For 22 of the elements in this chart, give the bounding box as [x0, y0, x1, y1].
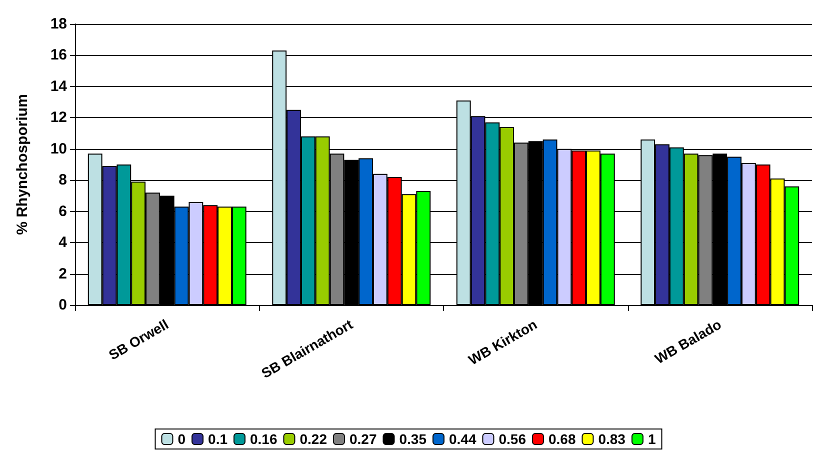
legend-label: 0.35	[399, 431, 427, 447]
y-tick-label: 14	[50, 78, 68, 95]
legend-label: 0.83	[598, 431, 626, 447]
legend-label: 0.27	[349, 431, 377, 447]
legend-label: 0.1	[208, 431, 228, 447]
y-tick-label: 4	[58, 234, 68, 252]
y-tick-label: 0	[58, 296, 67, 314]
y-tick-label: 8	[58, 172, 67, 189]
y-tick-label: 6	[58, 202, 67, 220]
y-tick-label: 10	[50, 140, 67, 158]
legend-label: 0.68	[548, 431, 576, 447]
legend-label: 0	[178, 431, 186, 447]
y-axis-title: % Rhynchosporium	[14, 94, 31, 235]
legend-label: 0.44	[448, 431, 476, 447]
y-tick-label: 16	[50, 46, 67, 64]
y-tick-label: 2	[58, 265, 67, 282]
legend-label: 0.22	[300, 431, 328, 447]
y-tick-label: 12	[50, 109, 67, 126]
legend-label: 0.56	[498, 431, 526, 447]
legend-label: 1	[648, 431, 656, 447]
legend-label: 0.16	[250, 431, 278, 447]
y-tick-label: 18	[50, 16, 67, 32]
